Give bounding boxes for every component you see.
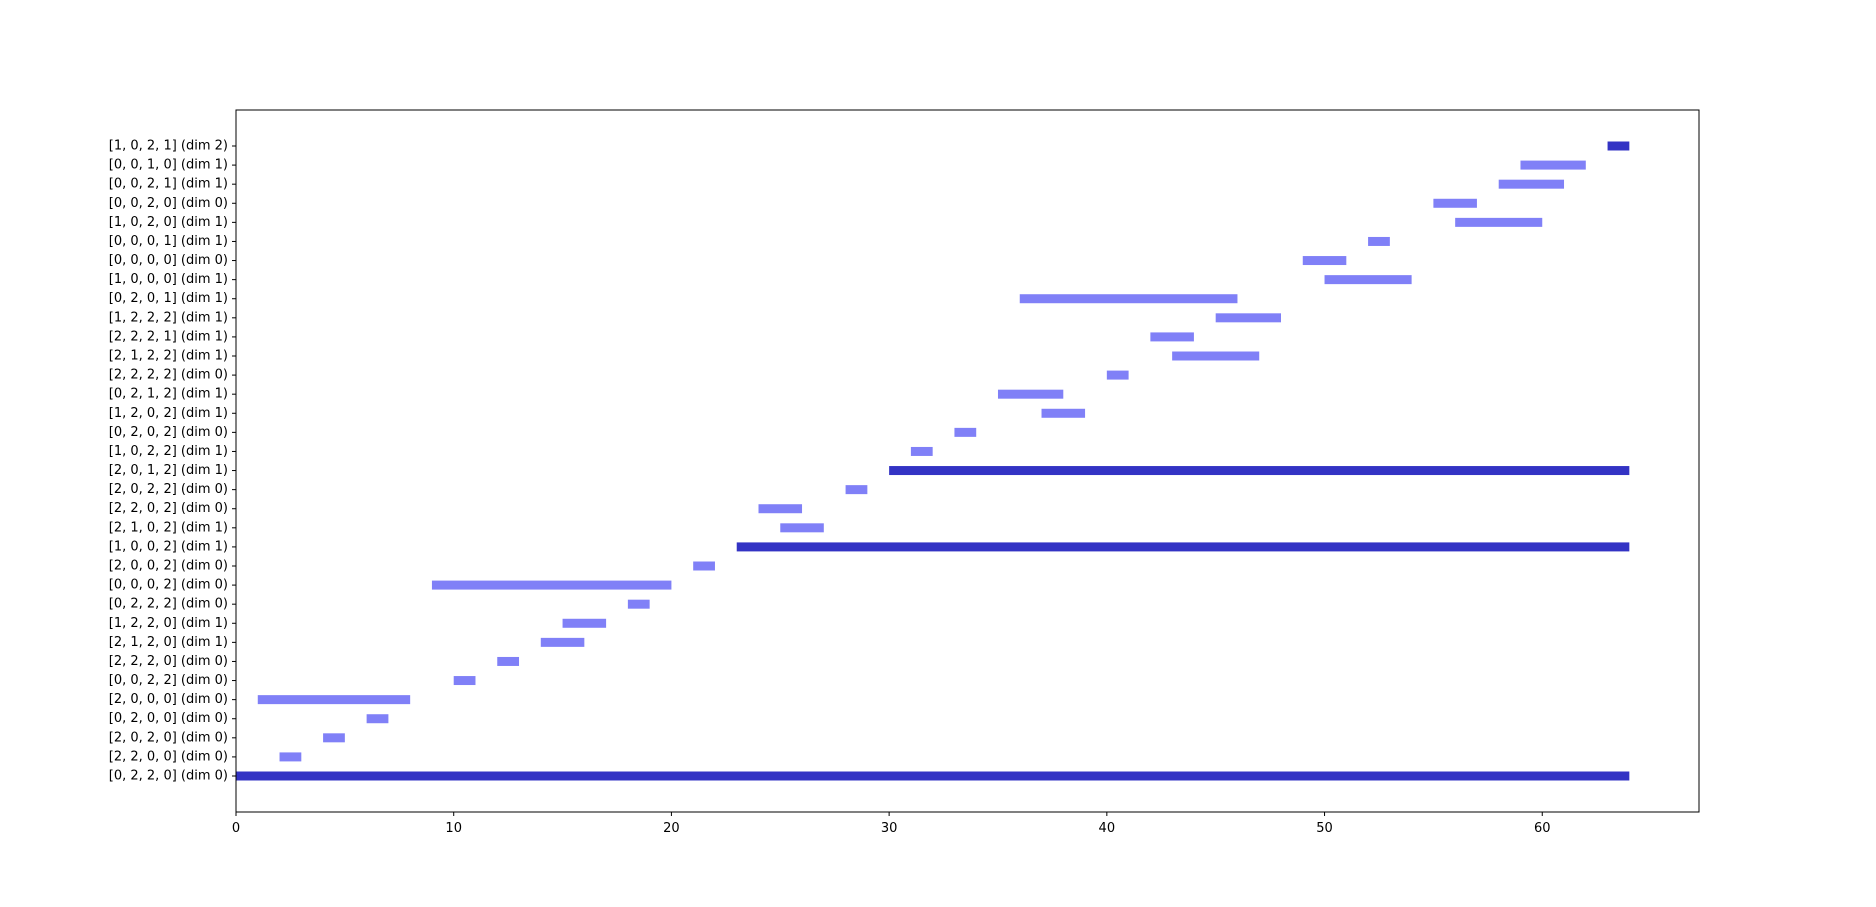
bar-11	[693, 561, 715, 571]
y-tick-label-26: [1, 0, 0, 0] (dim 1)	[109, 272, 228, 287]
bar-22	[1172, 351, 1260, 361]
bar-26	[1324, 275, 1412, 285]
bar-12	[736, 542, 1630, 552]
bar-1	[279, 752, 302, 762]
y-tick-label-29: [1, 0, 2, 0] (dim 1)	[109, 215, 228, 230]
y-tick-label-31: [0, 0, 2, 1] (dim 1)	[109, 177, 228, 192]
y-tick-label-28: [0, 0, 0, 1] (dim 1)	[109, 234, 228, 249]
y-tick-label-19: [1, 2, 0, 2] (dim 1)	[109, 406, 228, 421]
bar-6	[497, 656, 520, 666]
bar-2	[323, 733, 345, 743]
y-tick-label-22: [2, 1, 2, 2] (dim 1)	[109, 349, 228, 364]
bar-18	[954, 427, 977, 437]
bar-24	[1215, 313, 1281, 323]
bar-21	[1106, 370, 1129, 380]
bar-4	[257, 695, 411, 705]
bar-33	[1607, 141, 1630, 151]
bar-5	[453, 676, 476, 686]
y-tick-label-11: [2, 0, 0, 2] (dim 0)	[109, 559, 228, 574]
y-tick-label-6: [2, 2, 2, 0] (dim 0)	[109, 654, 228, 669]
bar-20	[997, 389, 1064, 399]
bar-28	[1368, 236, 1390, 246]
y-tick-label-4: [2, 0, 0, 0] (dim 0)	[109, 692, 228, 707]
y-tick-label-7: [2, 1, 2, 0] (dim 1)	[109, 635, 228, 650]
y-tick-label-5: [0, 0, 2, 2] (dim 0)	[109, 673, 228, 688]
bar-9	[627, 599, 650, 609]
bar-25	[1019, 294, 1238, 304]
y-tick-label-30: [0, 0, 2, 0] (dim 0)	[109, 196, 228, 211]
bar-16	[889, 466, 1630, 476]
x-tick-label-5: 50	[1316, 821, 1333, 836]
y-tick-label-18: [0, 2, 0, 2] (dim 0)	[109, 425, 228, 440]
bar-0	[236, 771, 1630, 781]
y-tick-label-23: [2, 2, 2, 1] (dim 1)	[109, 329, 228, 344]
bar-32	[1520, 160, 1586, 170]
bar-17	[910, 446, 933, 456]
y-tick-label-14: [2, 2, 0, 2] (dim 0)	[109, 501, 228, 516]
y-tick-label-3: [0, 2, 0, 0] (dim 0)	[109, 711, 228, 726]
y-tick-label-2: [2, 0, 2, 0] (dim 0)	[109, 730, 228, 745]
bar-29	[1455, 217, 1543, 227]
y-tick-label-27: [0, 0, 0, 0] (dim 0)	[109, 253, 228, 268]
y-axis-ticks: [0, 2, 2, 0] (dim 0) [2, 2, 0, 0] (dim 0)…	[109, 139, 236, 784]
y-tick-label-12: [1, 0, 0, 2] (dim 1)	[109, 539, 228, 554]
x-tick-label-0: 0	[232, 821, 240, 836]
y-tick-label-17: [1, 0, 2, 2] (dim 1)	[109, 444, 228, 459]
x-tick-label-4: 40	[1099, 821, 1116, 836]
y-tick-label-0: [0, 2, 2, 0] (dim 0)	[109, 769, 228, 784]
bars-group	[236, 141, 1630, 781]
x-tick-label-1: 10	[445, 821, 462, 836]
bar-31	[1498, 179, 1565, 189]
bar-7	[540, 637, 585, 647]
x-tick-label-2: 20	[663, 821, 680, 836]
bar-3	[366, 714, 389, 724]
x-tick-label-3: 30	[881, 821, 898, 836]
bar-8	[562, 618, 607, 628]
bar-27	[1302, 256, 1347, 266]
bar-30	[1433, 198, 1477, 208]
y-tick-label-21: [2, 2, 2, 2] (dim 0)	[109, 368, 228, 383]
y-tick-label-1: [2, 2, 0, 0] (dim 0)	[109, 749, 228, 764]
x-tick-label-6: 60	[1534, 821, 1551, 836]
y-tick-label-10: [0, 0, 0, 2] (dim 0)	[109, 578, 228, 593]
y-tick-label-32: [0, 0, 1, 0] (dim 1)	[109, 158, 228, 173]
y-tick-label-8: [1, 2, 2, 0] (dim 1)	[109, 616, 228, 631]
y-tick-label-33: [1, 0, 2, 1] (dim 2)	[109, 139, 228, 154]
bar-19	[1041, 408, 1086, 418]
bar-10	[431, 580, 672, 590]
bar-13	[780, 523, 824, 533]
bar-23	[1150, 332, 1194, 342]
bar-14	[758, 504, 803, 514]
y-tick-label-16: [2, 0, 1, 2] (dim 1)	[109, 463, 228, 478]
y-tick-label-15: [2, 0, 2, 2] (dim 0)	[109, 482, 228, 497]
y-tick-label-9: [0, 2, 2, 2] (dim 0)	[109, 597, 228, 612]
y-tick-label-24: [1, 2, 2, 2] (dim 1)	[109, 310, 228, 325]
y-tick-label-20: [0, 2, 1, 2] (dim 1)	[109, 387, 228, 402]
axes-frame	[235, 109, 1700, 813]
y-tick-label-13: [2, 1, 0, 2] (dim 1)	[109, 520, 228, 535]
y-tick-label-25: [0, 2, 0, 1] (dim 1)	[109, 291, 228, 306]
bar-15	[845, 485, 868, 495]
x-axis-ticks: 0 10 20 30 40 50 60	[232, 812, 1551, 836]
